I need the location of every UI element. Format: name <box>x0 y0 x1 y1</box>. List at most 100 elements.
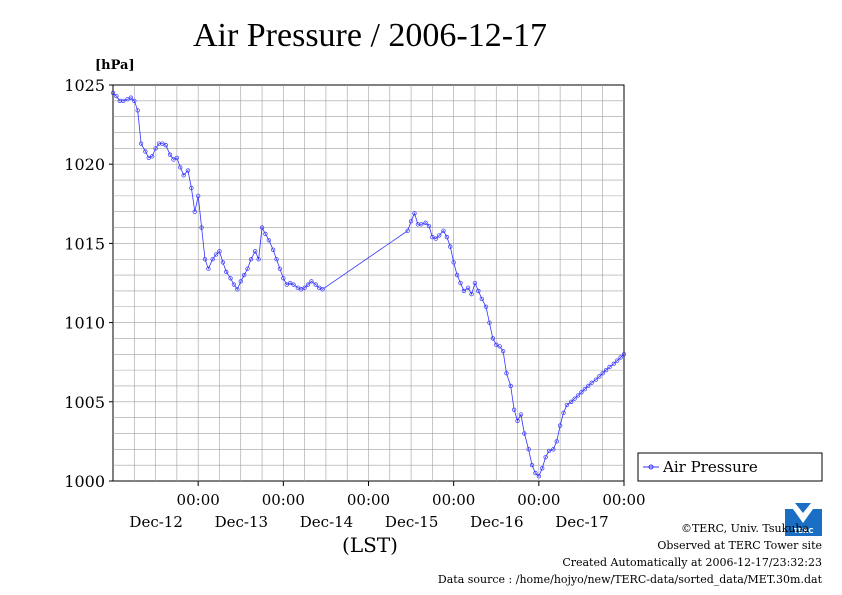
data-point <box>287 280 293 286</box>
legend-label: Air Pressure <box>662 458 758 476</box>
data-point <box>202 257 208 262</box>
data-point <box>248 257 254 262</box>
y-tick-label: 1020 <box>64 155 105 174</box>
data-point <box>546 448 552 454</box>
x-tick-time-label: 00:00 <box>517 491 560 509</box>
data-point <box>299 287 304 292</box>
data-point <box>313 282 318 287</box>
data-point <box>163 143 168 148</box>
data-point <box>316 285 322 290</box>
x-tick-time-label: 00:00 <box>602 491 645 509</box>
data-point <box>235 287 240 292</box>
data-point <box>138 141 144 146</box>
data-point <box>479 296 484 301</box>
data-point <box>536 474 541 479</box>
data-point <box>153 146 158 151</box>
data-point <box>419 222 424 227</box>
data-point <box>600 371 605 376</box>
data-point <box>593 377 599 382</box>
data-point <box>621 352 627 357</box>
data-point <box>277 266 283 271</box>
data-point <box>266 238 272 243</box>
data-point <box>228 276 233 281</box>
data-point <box>132 98 137 103</box>
data-point <box>171 157 176 162</box>
data-point <box>551 447 556 452</box>
data-point <box>579 390 584 395</box>
footer-observed: Observed at TERC Tower site <box>657 539 822 552</box>
data-point <box>504 371 509 376</box>
data-point <box>564 402 570 408</box>
data-point <box>618 355 623 360</box>
data-point <box>582 386 587 392</box>
data-point <box>253 249 258 254</box>
data-point <box>231 282 237 287</box>
data-point <box>603 367 609 373</box>
data-point <box>150 154 155 159</box>
terc-logo: TERC <box>785 503 822 536</box>
data-point <box>508 383 513 389</box>
data-point <box>461 288 467 294</box>
data-point <box>185 168 191 173</box>
data-point <box>497 344 502 349</box>
x-tick-time-label: 00:00 <box>432 491 475 509</box>
data-point <box>522 431 527 436</box>
data-point <box>615 358 620 363</box>
data-point <box>540 466 545 471</box>
data-point <box>143 149 148 154</box>
data-point <box>178 165 183 170</box>
data-point <box>533 470 538 476</box>
data-point <box>554 439 559 444</box>
x-tick-time-label: 00:00 <box>177 491 220 509</box>
data-point <box>430 234 435 240</box>
data-point <box>224 269 229 275</box>
footer-created: Created Automatically at 2006-12-17/23:3… <box>562 556 822 569</box>
logo-emblem <box>785 503 822 523</box>
data-point <box>483 304 489 309</box>
data-point <box>529 463 535 468</box>
data-point <box>441 228 446 233</box>
data-point <box>426 223 432 229</box>
data-point <box>242 272 247 278</box>
data-point <box>465 285 471 290</box>
data-point <box>128 95 134 100</box>
footer-copyright: ©TERC, Univ. Tsukuba <box>681 522 809 535</box>
x-tick-date-label: Dec-16 <box>470 513 523 531</box>
data-point <box>199 225 204 230</box>
data-point <box>174 155 180 161</box>
data-point <box>110 90 116 96</box>
data-point <box>302 285 307 290</box>
data-point <box>572 396 577 401</box>
y-tick-label: 1025 <box>64 76 105 95</box>
x-axis-label: (LST) <box>342 533 398 557</box>
data-point <box>472 280 478 286</box>
data-point <box>408 219 414 224</box>
data-point <box>543 455 548 460</box>
y-tick-label: 1015 <box>64 234 105 253</box>
data-point <box>291 282 296 287</box>
data-point <box>476 288 481 294</box>
data-point <box>238 279 243 284</box>
legend-marker-swatch <box>648 464 654 470</box>
y-tick-label: 1005 <box>64 393 105 412</box>
data-point <box>125 97 130 102</box>
x-tick-time-label: 00:00 <box>262 491 305 509</box>
data-point <box>146 155 151 161</box>
y-tick-label: 1010 <box>64 314 105 333</box>
data-point <box>256 257 261 262</box>
x-tick-date-label: Dec-15 <box>385 513 438 531</box>
data-point <box>217 249 222 254</box>
data-point <box>511 407 517 412</box>
data-point <box>220 260 226 265</box>
data-point <box>487 320 492 325</box>
data-point <box>437 233 442 238</box>
x-axis-ticks: 00:00 Dec-12 00:00 Dec-13 00:00 Dec-14 00:00 De… <box>129 481 646 531</box>
y-axis-unit-label: [hPa] <box>95 58 135 73</box>
data-point <box>181 173 186 178</box>
data-point <box>281 276 286 281</box>
x-tick-time-label: 00:00 <box>347 491 390 509</box>
data-point <box>500 348 506 354</box>
data-point <box>206 266 211 271</box>
data-point <box>270 247 276 252</box>
